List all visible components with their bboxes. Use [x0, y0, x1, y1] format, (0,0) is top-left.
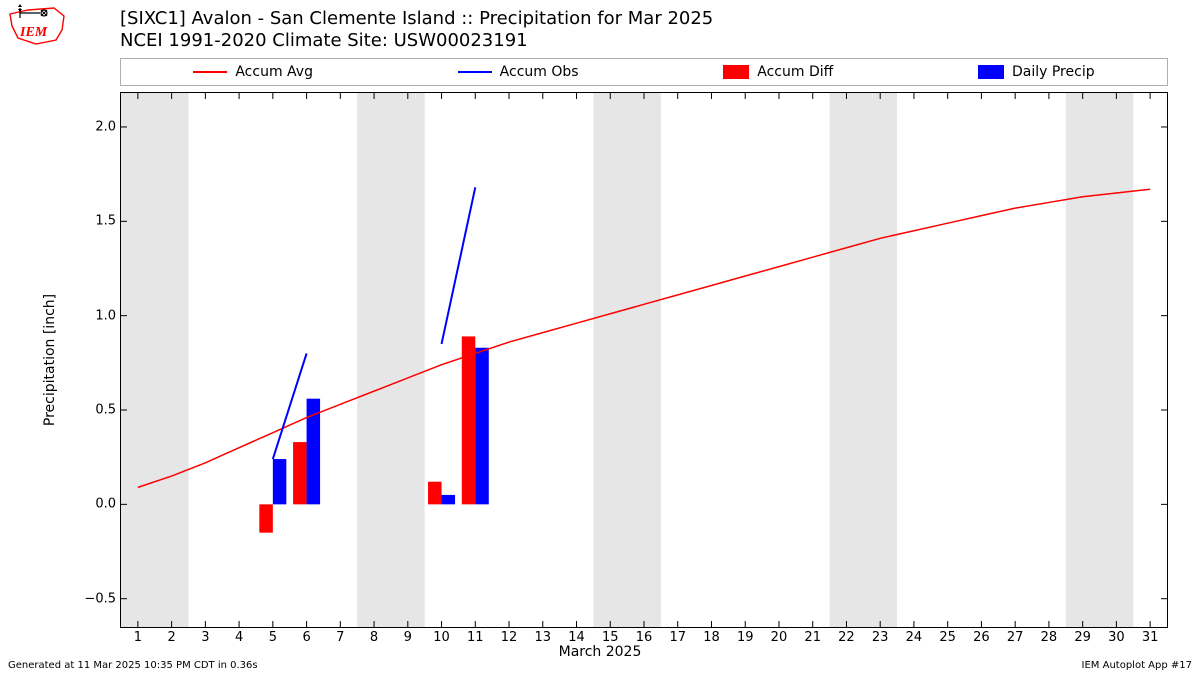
plot-area	[120, 92, 1168, 628]
y-axis-label: Precipitation [inch]	[42, 294, 58, 426]
legend-swatch-patch	[978, 65, 1004, 79]
x-tick-label: 13	[534, 630, 551, 645]
x-tick-label: 10	[433, 630, 450, 645]
legend-swatch-patch	[723, 65, 749, 79]
y-tick-label: 0.5	[95, 403, 116, 418]
legend-entry: Accum Obs	[458, 64, 579, 80]
y-tick-label: −0.5	[84, 591, 116, 606]
x-tick-label: 23	[872, 630, 889, 645]
svg-text:IEM: IEM	[19, 25, 48, 40]
x-tick-label: 8	[370, 630, 378, 645]
legend-swatch-line	[458, 71, 492, 73]
legend-label: Accum Obs	[500, 64, 579, 80]
x-tick-label: 7	[336, 630, 344, 645]
x-tick-label: 26	[973, 630, 990, 645]
x-tick-label: 20	[771, 630, 788, 645]
y-tick-label: 1.5	[95, 214, 116, 229]
legend: Accum Avg Accum Obs Accum Diff Daily Precip	[120, 58, 1168, 86]
footer-app: IEM Autoplot App #17	[1082, 660, 1192, 671]
x-tick-label: 2	[167, 630, 175, 645]
x-tick-label: 5	[269, 630, 277, 645]
iem-logo-svg: IEM	[6, 4, 68, 46]
x-tick-label: 9	[404, 630, 412, 645]
legend-entry: Daily Precip	[978, 64, 1095, 80]
y-tick-label: 2.0	[95, 119, 116, 134]
x-tick-label: 31	[1142, 630, 1159, 645]
y-tick-label: 0.0	[95, 497, 116, 512]
x-tick-label: 22	[838, 630, 855, 645]
x-tick-label: 11	[467, 630, 484, 645]
x-tick-label: 25	[939, 630, 956, 645]
legend-label: Accum Avg	[235, 64, 313, 80]
legend-swatch-line	[193, 71, 227, 73]
x-tick-label: 14	[568, 630, 585, 645]
legend-label: Accum Diff	[757, 64, 833, 80]
x-tick-label: 30	[1108, 630, 1125, 645]
plot-svg	[121, 93, 1167, 627]
legend-label: Daily Precip	[1012, 64, 1095, 80]
x-tick-label: 28	[1041, 630, 1058, 645]
x-tick-label: 15	[602, 630, 619, 645]
x-tick-label: 16	[636, 630, 653, 645]
x-tick-label: 6	[302, 630, 310, 645]
legend-entry: Accum Avg	[193, 64, 313, 80]
x-tick-label: 19	[737, 630, 754, 645]
x-tick-label: 21	[804, 630, 821, 645]
x-tick-label: 4	[235, 630, 243, 645]
x-axis-label: March 2025	[0, 644, 1200, 660]
chart-title: [SIXC1] Avalon - San Clemente Island :: …	[120, 8, 713, 52]
x-tick-label: 12	[501, 630, 518, 645]
legend-entry: Accum Diff	[723, 64, 833, 80]
y-tick-label: 1.0	[95, 308, 116, 323]
iem-logo: IEM	[6, 4, 68, 46]
x-tick-label: 29	[1074, 630, 1091, 645]
x-tick-label: 24	[906, 630, 923, 645]
footer-generated: Generated at 11 Mar 2025 10:35 PM CDT in…	[8, 660, 258, 671]
x-tick-label: 17	[669, 630, 686, 645]
title-line-1: [SIXC1] Avalon - San Clemente Island :: …	[120, 8, 713, 30]
x-tick-label: 27	[1007, 630, 1024, 645]
x-tick-label: 3	[201, 630, 209, 645]
title-line-2: NCEI 1991-2020 Climate Site: USW00023191	[120, 30, 713, 52]
x-tick-label: 18	[703, 630, 720, 645]
x-tick-label: 1	[134, 630, 142, 645]
